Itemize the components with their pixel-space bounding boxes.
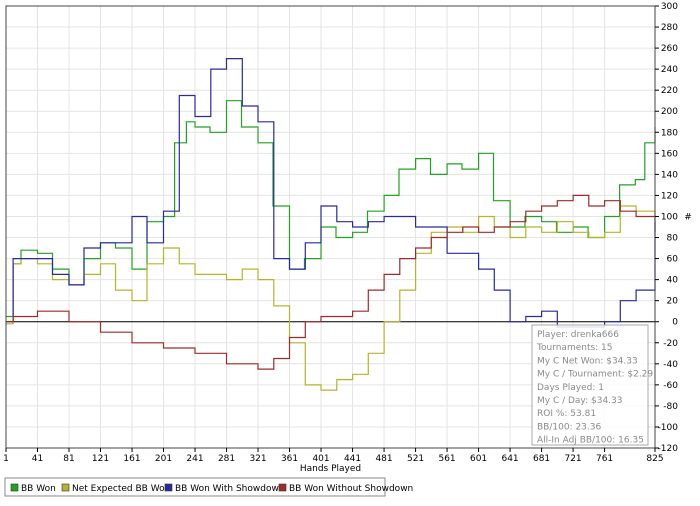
- x-tick-label: 161: [123, 454, 140, 464]
- y-tick-label: 260: [661, 44, 678, 54]
- x-tick-label: 721: [564, 454, 581, 464]
- legend-label-bb-won-with-showdown: BB Won With Showdown: [175, 484, 285, 494]
- y-tick-label: -100: [658, 423, 679, 433]
- y-tick-label: -80: [663, 402, 678, 412]
- x-tick-label: 481: [375, 454, 392, 464]
- legend-swatch-bb-won-with-showdown: [164, 483, 173, 492]
- x-tick-label: 561: [438, 454, 455, 464]
- x-tick-label: 401: [312, 454, 329, 464]
- y-tick-label: 300: [661, 2, 678, 12]
- stats-line: Days Played: 1: [537, 383, 604, 393]
- series-line-bb-won-without-showdown: [6, 194, 656, 370]
- x-tick-label: 521: [407, 454, 424, 464]
- stats-box-border: [531, 324, 649, 446]
- y-tick-label: -40: [663, 360, 678, 370]
- legend-label-net-expected-bb-won: Net Expected BB Won: [72, 484, 170, 494]
- x-tick-label: 601: [470, 454, 487, 464]
- stats-box: Player: drenka666 Tournaments: 15 My C Net…: [531, 324, 653, 446]
- y-tick-label: 100: [661, 212, 678, 222]
- stats-line: My C / Day: $34.33: [537, 396, 623, 406]
- x-tick-label: 641: [501, 454, 518, 464]
- y-tick-label: 40: [667, 276, 679, 286]
- legend: BB Won Net Expected BB Won BB Won With Sho…: [4, 477, 413, 497]
- y-tick-label: 0: [672, 318, 678, 328]
- stats-line: ROI %: 53.81: [537, 409, 596, 419]
- x-tick-label: 81: [63, 454, 74, 464]
- series-line-bb-won-with-showdown: [6, 58, 656, 328]
- legend-swatch-bb-won-without-showdown: [278, 483, 287, 492]
- y-tick-label: -20: [663, 339, 678, 349]
- series-lines: [6, 58, 656, 391]
- x-tick-label: 825: [646, 454, 663, 464]
- x-tick-label: 241: [186, 454, 203, 464]
- x-tick-label: 1: [3, 454, 9, 464]
- x-tick-label: 121: [92, 454, 109, 464]
- legend-label-bb-won: BB Won: [21, 484, 56, 494]
- y-tick-label: -60: [663, 381, 678, 391]
- stats-line: My C / Tournament: $2.29: [537, 370, 653, 380]
- x-tick-label: 361: [281, 454, 298, 464]
- y-tick-label: 280: [661, 23, 678, 33]
- x-axis-ticks: 1 41 81 121 161 201 241 281 321 361 401 441 481 521 56…: [3, 448, 664, 464]
- y-tick-label: 20: [667, 297, 679, 307]
- y-tick-label: -120: [658, 444, 679, 454]
- x-tick-label: 441: [344, 454, 361, 464]
- y-tick-label: 240: [661, 65, 678, 75]
- y-tick-label: 200: [661, 107, 678, 117]
- x-tick-label: 281: [218, 454, 235, 464]
- x-axis-title: Hands Played: [300, 464, 361, 474]
- x-tick-label: 321: [249, 454, 266, 464]
- y-axis-title: #: [684, 212, 692, 222]
- x-tick-label: 201: [155, 454, 172, 464]
- y-tick-label: 180: [661, 128, 678, 138]
- y-tick-label: 220: [661, 86, 678, 96]
- legend-border: [4, 477, 386, 497]
- y-tick-label: 80: [667, 234, 679, 244]
- plot-frame: [5, 5, 656, 449]
- x-tick-label: 41: [32, 454, 43, 464]
- stats-line: Tournaments: 15: [536, 343, 613, 353]
- stats-line: Player: drenka666: [537, 330, 619, 340]
- series-line-net-expected-bb-won: [6, 205, 656, 391]
- legend-swatch-bb-won: [10, 483, 19, 492]
- x-tick-label: 761: [596, 454, 613, 464]
- x-tick-label: 681: [533, 454, 550, 464]
- y-tick-label: 120: [661, 191, 678, 201]
- y-axis-ticks: -120 -100 -80 -60 -40 -20 0 20 40 60 80 100 120 140 16…: [655, 2, 678, 454]
- legend-label-bb-won-without-showdown: BB Won Without Showdown: [289, 484, 413, 494]
- y-tick-label: 60: [667, 255, 679, 265]
- series-line-bb-won: [6, 100, 656, 318]
- legend-swatch-net-expected-bb-won: [61, 483, 70, 492]
- y-tick-label: 140: [661, 170, 678, 180]
- stats-line: BB/100: 23.36: [537, 422, 601, 432]
- stats-line: My C Net Won: $34.33: [537, 356, 638, 366]
- y-tick-label: 160: [661, 149, 678, 159]
- stats-line: All-In Adj BB/100: 16.35: [537, 436, 644, 446]
